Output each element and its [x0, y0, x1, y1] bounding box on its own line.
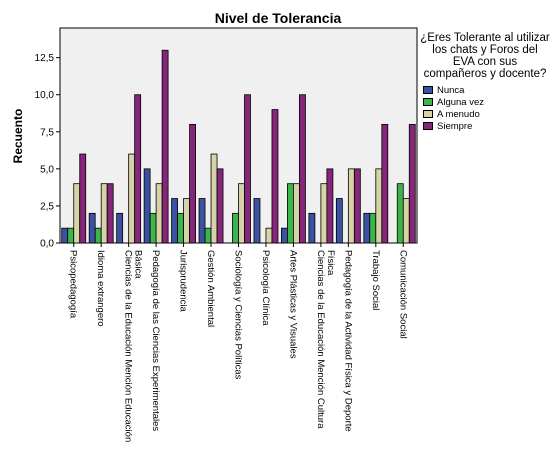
y-tick-label: 7,5	[40, 127, 54, 138]
bar-a-menudo-8	[293, 183, 300, 244]
x-tick-label: Jurisprudencia	[178, 250, 189, 312]
legend-label: A menudo	[437, 108, 480, 120]
bar-alguna-vez-5	[204, 227, 212, 244]
y-tick-label: 5,0	[40, 164, 54, 175]
legend-item-alguna-vez: Alguna vez	[423, 96, 550, 108]
legend-swatch	[423, 98, 433, 106]
bar-nunca-9	[308, 212, 316, 244]
legend-item-a-menudo: A menudo	[423, 108, 550, 120]
bar-alguna-vez-12	[396, 183, 404, 244]
legend-label: Alguna vez	[437, 96, 485, 108]
bar-a-menudo-11	[375, 168, 383, 244]
bar-a-menudo-10	[347, 168, 355, 244]
chart-title: Nivel de Tolerancia	[215, 10, 342, 26]
bar-alguna-vez-0	[67, 227, 75, 244]
x-tick-label: Psicología Clínica	[260, 250, 271, 326]
bar-siempre-9	[326, 168, 334, 244]
bar-a-menudo-3	[155, 183, 163, 244]
x-tick-label: Trabajo Social	[370, 250, 381, 310]
bar-nunca-11	[363, 212, 371, 244]
bar-siempre-4	[189, 123, 196, 244]
bar-a-menudo-5	[210, 153, 218, 244]
bar-a-menudo-6	[238, 183, 245, 244]
legend-swatch	[423, 86, 433, 94]
legend-items: Nunca Alguna vez A menudo Siempre	[420, 84, 550, 132]
bar-a-menudo-7	[265, 227, 273, 244]
y-axis: 0,0 2,5 5,0 7,5 10,0 12,5	[35, 53, 60, 250]
y-tick-label: 0,0	[40, 239, 54, 250]
x-tick-label: Pedagogía de la Actividad Física y Depor…	[342, 250, 353, 432]
x-tick-label: Idioma extrangero	[95, 250, 106, 327]
bar-siempre-1	[106, 183, 114, 244]
x-tick-label: Comunicación Social	[397, 250, 408, 339]
x-tick-label: Gestión Ambiental	[205, 250, 216, 327]
bar-a-menudo-2	[128, 153, 136, 244]
bar-a-menudo-0	[73, 183, 81, 244]
bar-a-menudo-4	[183, 198, 190, 244]
bar-a-menudo-12	[402, 198, 410, 244]
y-axis-label: Recuento	[11, 109, 25, 164]
bar-nunca-8	[281, 227, 288, 244]
x-tick-label: Ciencias de la Educación Mención Educaci…	[123, 250, 144, 442]
bar-siempre-5	[216, 168, 224, 244]
legend-item-siempre: Siempre	[423, 120, 550, 132]
bar-nunca-7	[253, 198, 261, 244]
bar-siempre-0	[79, 153, 87, 244]
bar-nunca-4	[171, 198, 178, 244]
bar-nunca-5	[198, 198, 206, 244]
x-axis: Psicopedagogía Idioma extrangero Ciencias …	[68, 243, 408, 442]
bar-nunca-1	[88, 212, 96, 244]
x-tick-label: Pedagogía de las Ciencias Experimentales	[150, 250, 161, 431]
legend-swatch	[423, 122, 433, 130]
x-tick-label: Ciencias de la Educación Mención Cultura…	[315, 250, 336, 429]
bar-nunca-0	[61, 227, 69, 244]
x-tick-label: Psicopedagogía	[68, 250, 79, 319]
bar-siempre-2	[134, 94, 142, 244]
bar-alguna-vez-11	[369, 212, 377, 244]
x-tick-label: Sociología y Ciencias Políticas	[233, 250, 244, 380]
bar-siempre-10	[353, 168, 361, 244]
bar-nunca-2	[116, 212, 124, 244]
bar-siempre-6	[244, 94, 251, 244]
legend-swatch	[423, 110, 433, 118]
legend-label: Siempre	[437, 120, 473, 132]
legend-label: Nunca	[437, 84, 465, 96]
bar-nunca-10	[335, 198, 343, 244]
bar-alguna-vez-4	[177, 212, 184, 244]
bar-siempre-3	[161, 49, 169, 244]
bar-siempre-8	[299, 94, 306, 244]
bar-siempre-12	[408, 123, 416, 244]
legend-item-nunca: Nunca	[423, 84, 550, 96]
bar-a-menudo-9	[320, 183, 328, 244]
bar-alguna-vez-1	[94, 227, 102, 244]
bar-siempre-11	[381, 123, 389, 244]
bar-alguna-vez-6	[232, 212, 239, 244]
x-tick-label: Artes Plásticas y Visuales	[287, 250, 298, 359]
bar-siempre-7	[271, 109, 279, 244]
bar-alguna-vez-3	[149, 212, 157, 244]
legend-title: ¿Eres Tolerante al utilizar los chats y …	[420, 32, 550, 80]
bars	[61, 49, 416, 244]
y-tick-label: 2,5	[40, 201, 54, 212]
legend: ¿Eres Tolerante al utilizar los chats y …	[420, 32, 550, 132]
bar-alguna-vez-8	[287, 183, 294, 244]
bar-a-menudo-1	[100, 183, 108, 244]
bar-nunca-3	[143, 168, 151, 244]
y-tick-label: 10,0	[35, 90, 55, 101]
y-tick-label: 12,5	[35, 53, 55, 64]
